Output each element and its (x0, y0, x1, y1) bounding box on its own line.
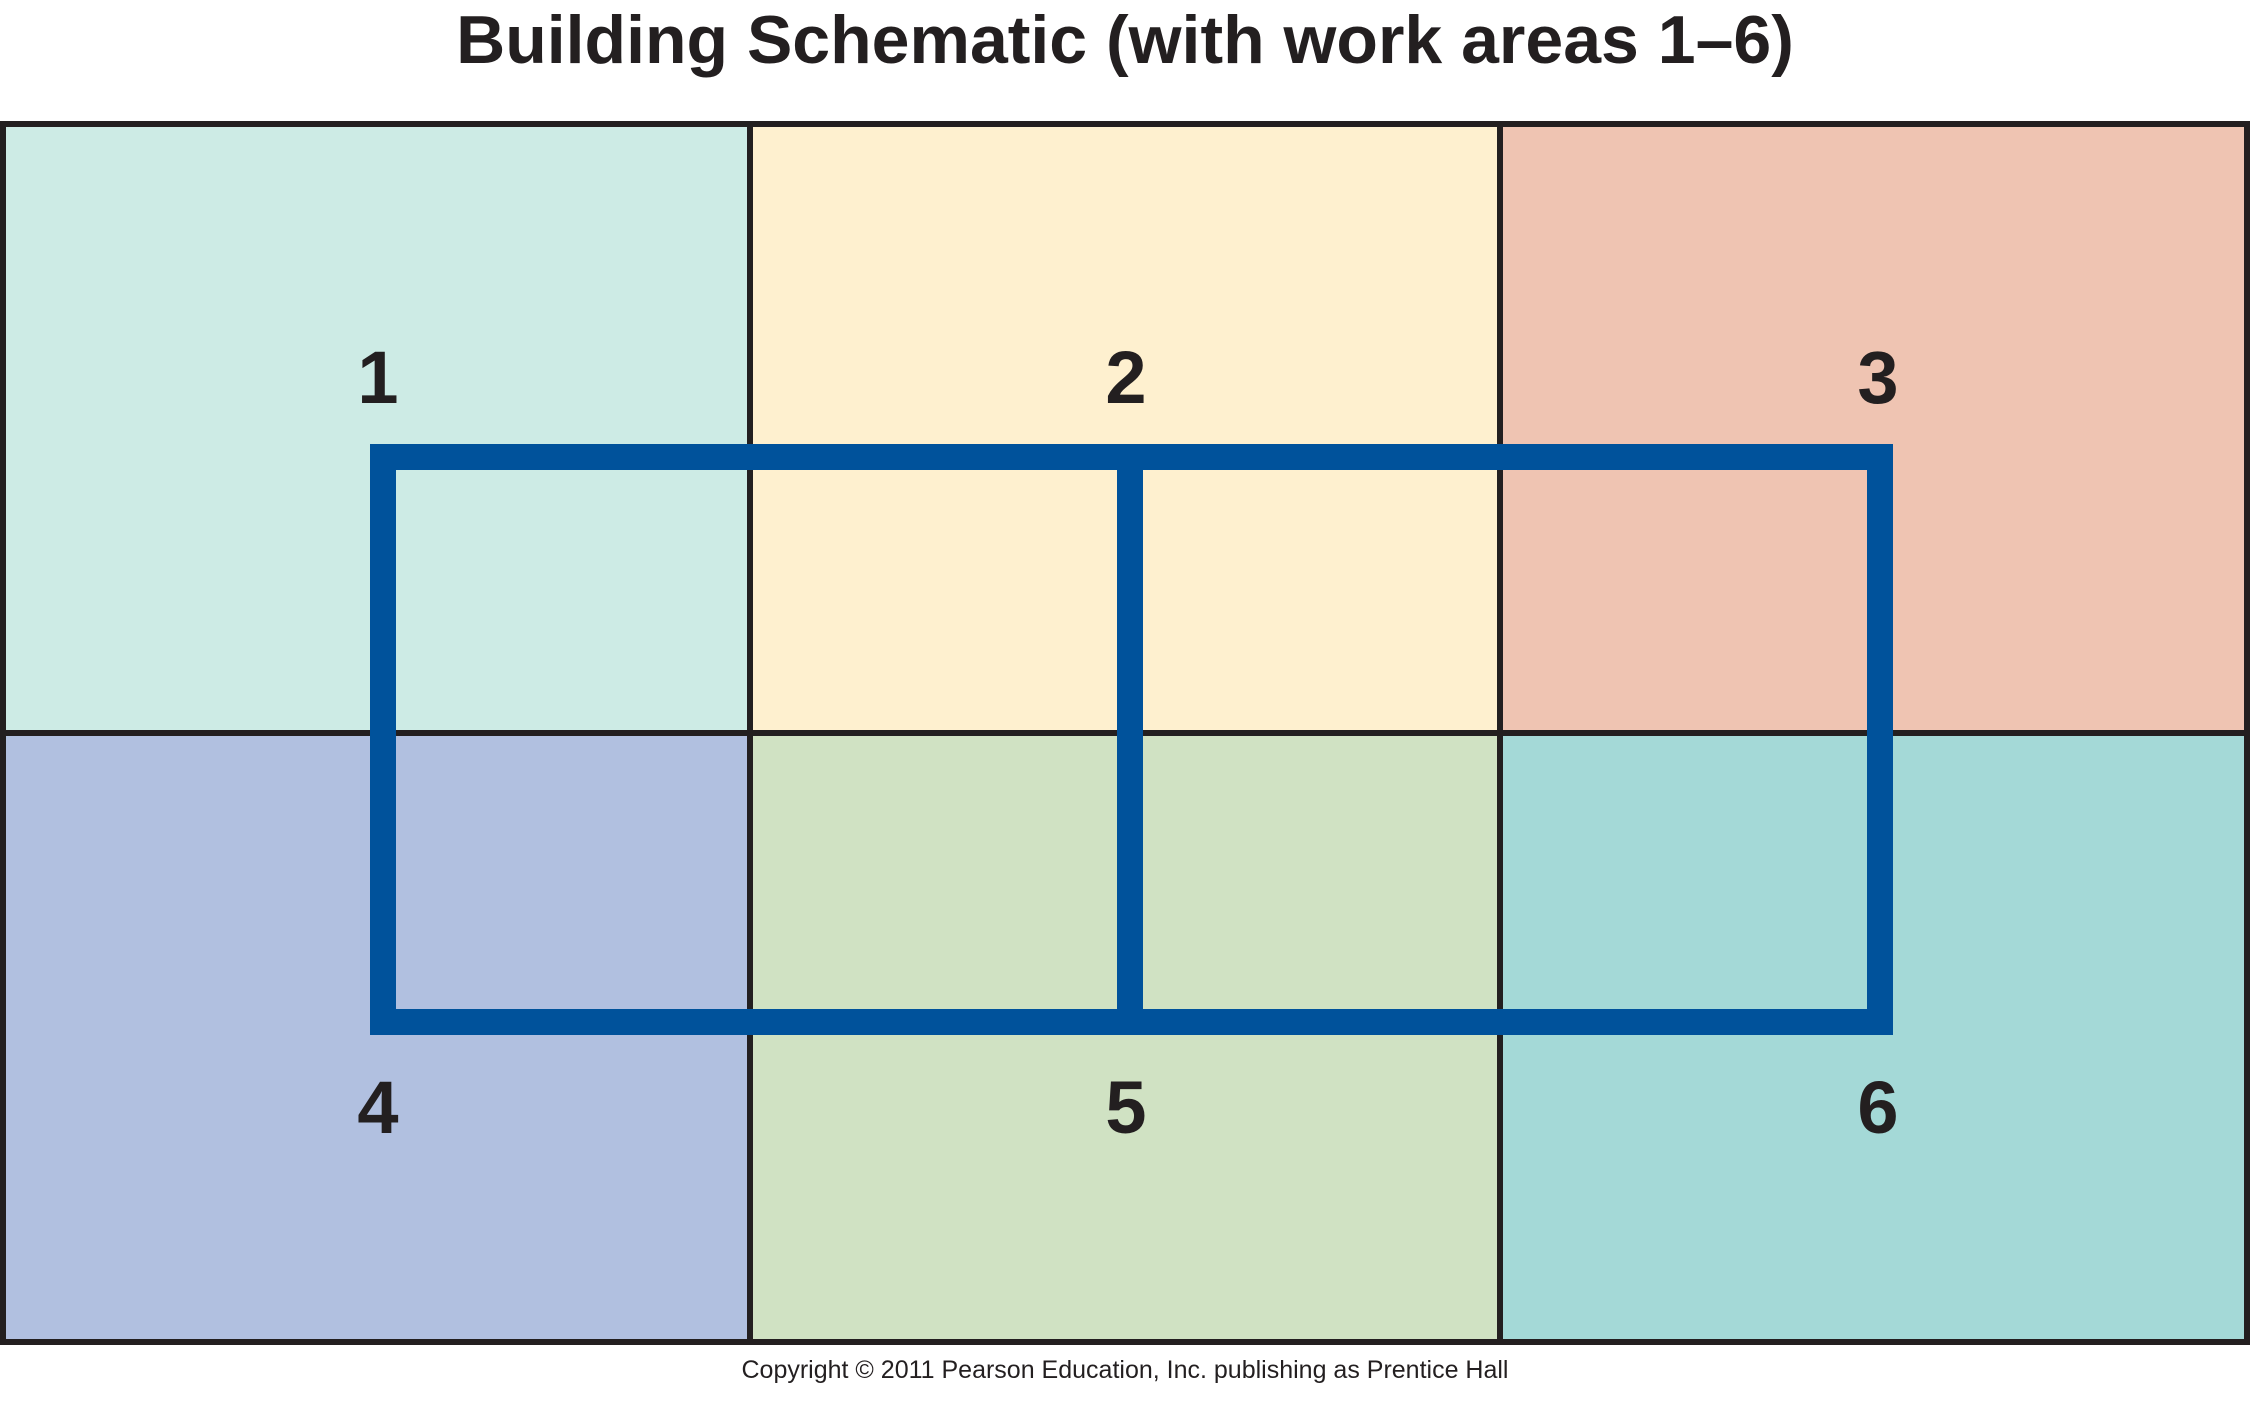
diagram-title: Building Schematic (with work areas 1–6) (456, 2, 1794, 78)
area-label-3: 3 (1857, 336, 1898, 419)
area-label-2: 2 (1105, 336, 1146, 419)
copyright-notice: Copyright © 2011 Pearson Education, Inc.… (741, 1356, 1509, 1384)
area-label-4: 4 (357, 1066, 398, 1149)
area-label-6: 6 (1857, 1066, 1898, 1149)
overlay-rectangle (370, 444, 1893, 1035)
area-label-5: 5 (1105, 1066, 1146, 1149)
area-label-1: 1 (357, 336, 398, 419)
